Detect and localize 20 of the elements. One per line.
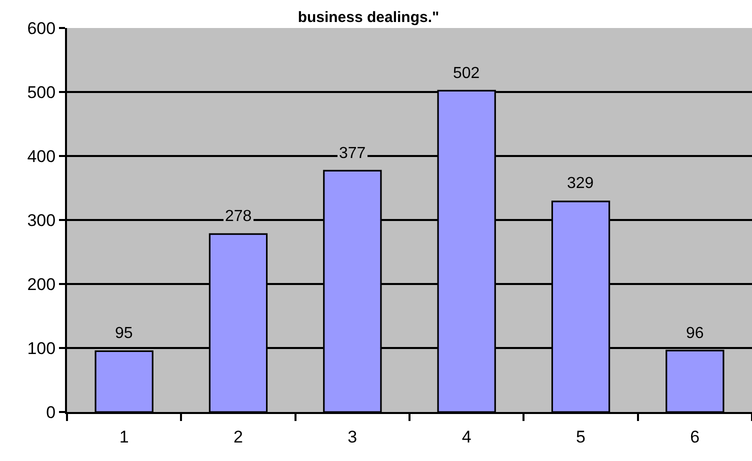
data-label: 95 [115,325,133,342]
y-tick-label: 100 [27,338,56,358]
y-tick-label: 600 [27,18,56,38]
data-label: 278 [225,208,252,225]
y-tick-label: 200 [27,274,56,294]
x-tick-label: 6 [690,427,700,446]
x-tick-label: 5 [576,427,586,446]
data-label: 96 [686,325,704,342]
x-tick-label: 3 [348,427,358,446]
x-tick-label: 1 [119,427,129,446]
y-tick-label: 300 [27,210,56,230]
y-tick-label: 500 [27,82,56,102]
data-label: 329 [567,175,594,192]
x-tick-label: 2 [234,427,243,446]
data-label: 502 [453,65,480,82]
chart-title: business dealings." [298,9,440,26]
data-label: 377 [339,145,366,162]
y-tick-label: 0 [46,402,56,422]
x-tick-label: 4 [462,427,472,446]
y-tick-label: 400 [27,146,56,166]
